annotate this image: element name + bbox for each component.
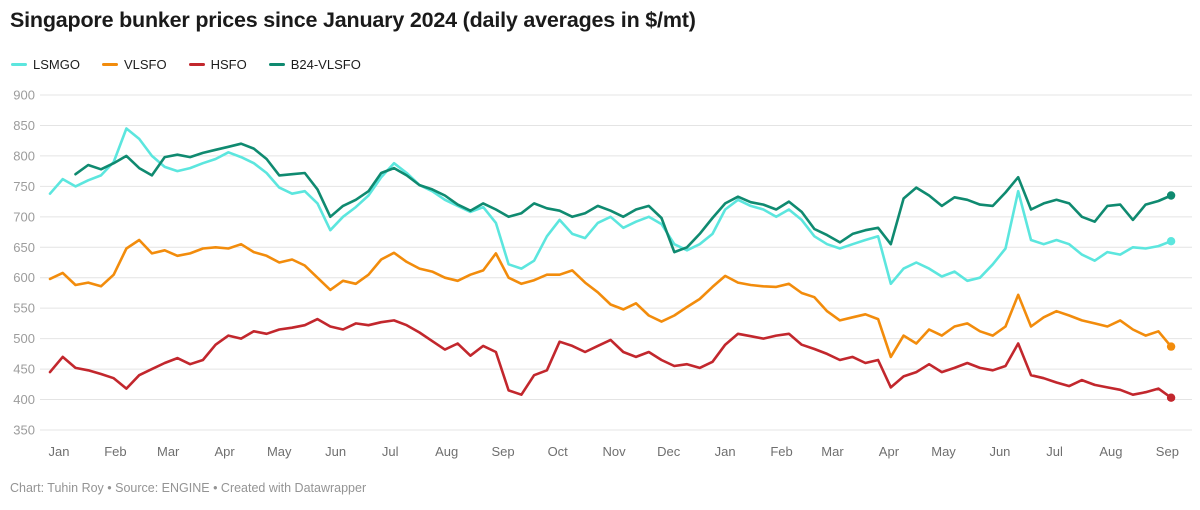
- y-axis-label: 650: [13, 240, 35, 255]
- x-axis-label: May: [931, 444, 956, 459]
- legend-label-lsmgo: LSMGO: [33, 57, 80, 72]
- legend-item-hsfo: HSFO: [188, 57, 247, 72]
- x-axis-label: Apr: [215, 444, 236, 459]
- y-axis-label: 450: [13, 362, 35, 377]
- series-line-vlsfo: [48, 238, 1173, 359]
- y-axis-label: 900: [13, 88, 35, 103]
- legend-label-hsfo: HSFO: [210, 57, 247, 72]
- series-end-dot-b24-vlsfo: [1166, 191, 1176, 200]
- y-axis-label: 600: [13, 270, 35, 285]
- legend-label-b24-vlsfo: B24-VLSFO: [290, 57, 361, 72]
- x-axis-label: Jun: [325, 444, 346, 459]
- legend-swatch-vlsfo: [101, 63, 118, 66]
- series-end-dot-lsmgo: [1166, 237, 1176, 246]
- y-axis-label: 350: [13, 423, 35, 438]
- legend-swatch-b24-vlsfo: [268, 63, 285, 66]
- legend-swatch-hsfo: [188, 63, 205, 66]
- legend-item-lsmgo: LSMGO: [11, 57, 80, 72]
- x-axis-label: Feb: [104, 444, 126, 459]
- x-axis-label: Jul: [1046, 444, 1063, 459]
- x-axis-label: Mar: [821, 444, 844, 459]
- x-axis-label: Sep: [1156, 444, 1179, 459]
- legend: LSMGO VLSFO HSFO B24-VLSFO: [11, 57, 361, 72]
- series-end-dot-vlsfo: [1166, 342, 1176, 351]
- y-axis-label: 850: [13, 118, 35, 133]
- series-end-dot-hsfo: [1166, 393, 1176, 402]
- x-axis-label: Jan: [49, 444, 70, 459]
- legend-item-b24-vlsfo: B24-VLSFO: [268, 57, 361, 72]
- x-axis-label: Jul: [382, 444, 399, 459]
- legend-item-vlsfo: VLSFO: [101, 57, 167, 72]
- x-axis-label: Oct: [548, 444, 569, 459]
- x-axis-label: Aug: [1099, 444, 1122, 459]
- x-axis-label: Jan: [715, 444, 736, 459]
- series-line-lsmgo: [48, 127, 1173, 286]
- y-axis-label: 800: [13, 148, 35, 163]
- chart-footer: Chart: Tuhin Roy • Source: ENGINE • Crea…: [10, 481, 367, 495]
- x-axis-label: Mar: [157, 444, 180, 459]
- x-axis-label: Apr: [879, 444, 900, 459]
- legend-label-vlsfo: VLSFO: [123, 57, 167, 72]
- x-axis-label: Sep: [492, 444, 515, 459]
- price-chart: 350 400 450 500 550 600 650 700 750 800 850 900 Jan F…: [13, 88, 1192, 459]
- x-axis-label: Feb: [770, 444, 792, 459]
- x-axis-label: Jun: [989, 444, 1010, 459]
- y-axis-label: 700: [13, 209, 35, 224]
- y-axis-label: 400: [13, 392, 35, 407]
- y-axis-label: 500: [13, 331, 35, 346]
- x-axis-label: May: [267, 444, 292, 459]
- y-axis-label: 550: [13, 301, 35, 316]
- series-line-hsfo: [48, 317, 1173, 399]
- x-axis-label: Dec: [657, 444, 681, 459]
- chart-title: Singapore bunker prices since January 20…: [10, 8, 696, 32]
- x-axis-label: Aug: [435, 444, 458, 459]
- legend-swatch-lsmgo: [11, 63, 27, 66]
- y-axis-label: 750: [13, 179, 35, 194]
- x-axis-label: Nov: [603, 444, 627, 459]
- series-line-b24-vlsfo: [74, 142, 1173, 254]
